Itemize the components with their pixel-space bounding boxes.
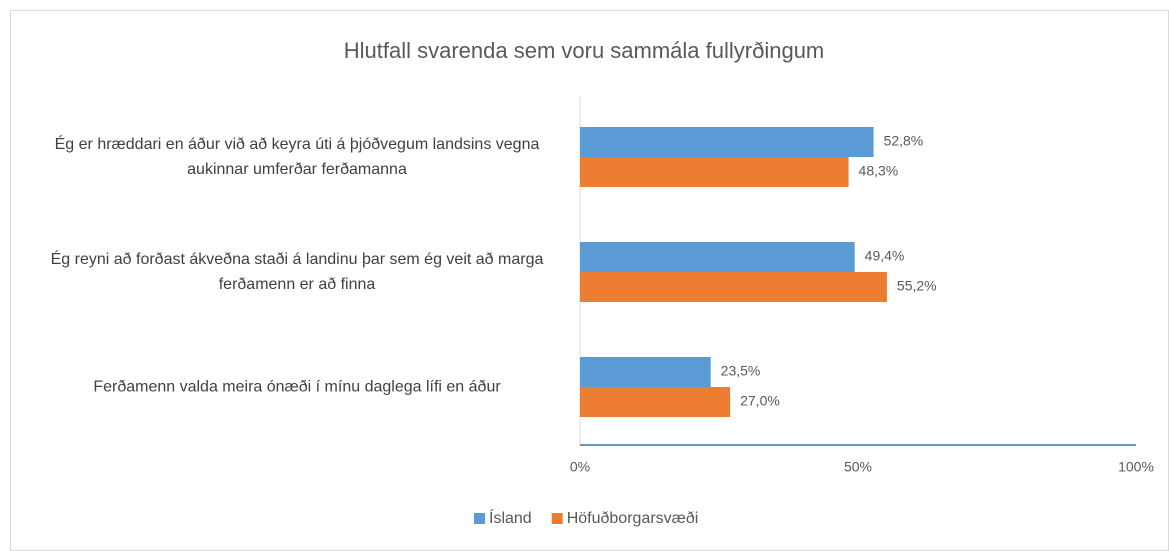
legend-label: Höfuðborgarsvæði [567,510,699,527]
x-tick-label: 50% [844,459,872,475]
bar [580,387,731,417]
bar [580,127,874,157]
data-label: 48,3% [859,163,899,179]
category-label: Ég reyni að forðast ákveðna staði á land… [50,251,544,293]
category-label: Ferðamenn valda meira ónæði í mínu dagle… [93,378,501,396]
legend-swatch [474,513,485,524]
bar [580,157,849,187]
bar [580,272,887,302]
category-label: Ég er hræddari en áður við að keyra úti … [54,136,540,178]
data-label: 55,2% [897,278,937,294]
x-tick-label: 0% [570,459,590,475]
data-label: 27,0% [740,393,780,409]
bar [580,242,855,272]
data-label: 52,8% [884,133,924,149]
chart-title: Hlutfall svarenda sem voru sammála fully… [344,38,825,63]
data-label: 49,4% [865,248,905,264]
data-label: 23,5% [721,363,761,379]
x-tick-label: 100% [1118,459,1154,475]
legend-label: Ísland [489,508,532,527]
bar [580,357,711,387]
legend-swatch [551,513,563,524]
